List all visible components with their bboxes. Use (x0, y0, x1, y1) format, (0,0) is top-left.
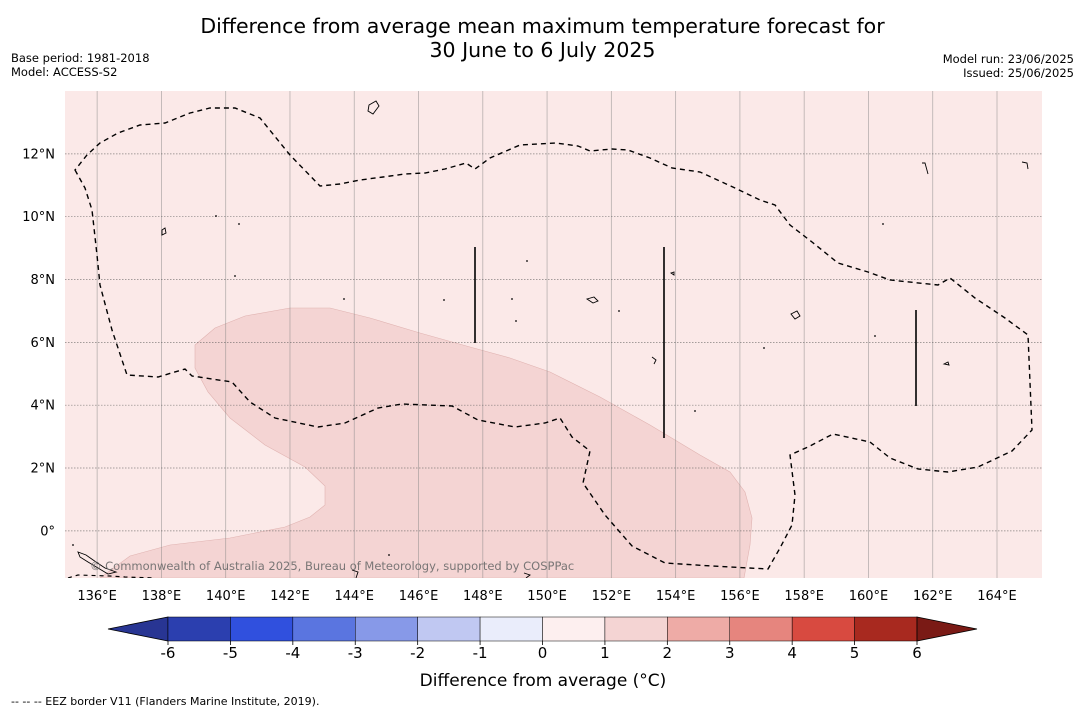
colorbar-segment (479, 616, 543, 642)
lon-tick-label: 144°E (334, 589, 374, 604)
island (669, 271, 675, 276)
colorbar-tick-label: 0 (538, 644, 548, 662)
colorbar-tick-label: -3 (348, 644, 363, 662)
lat-tick-label: 10°N (22, 210, 55, 225)
lat-tick-label: 0° (40, 524, 55, 539)
colorbar-tick-label: -6 (161, 644, 176, 662)
forecast-info: Base period: 1981-2018 Model: ACCESS-S2 (11, 51, 150, 79)
lon-tick-label: 142°E (270, 589, 310, 604)
colorbar-tick-label: 4 (787, 644, 797, 662)
colorbar-tick-label: 2 (663, 644, 673, 662)
colorbar-segment (355, 616, 418, 642)
colorbar-segment (604, 616, 668, 642)
lon-tick-label: 158°E (784, 589, 824, 604)
colorbar-extend-low (107, 616, 169, 642)
map-title: Difference from average mean maximum tem… (0, 14, 1085, 62)
colorbar-segment (542, 616, 606, 642)
copyright-text: © Commonwealth of Australia 2025, Bureau… (90, 559, 574, 573)
lon-tick-label: 146°E (399, 589, 439, 604)
island (77, 551, 118, 575)
base-period-text: Base period: 1981-2018 (11, 51, 150, 65)
colorbar-tick-label: -2 (410, 644, 425, 662)
title-line-1: Difference from average mean maximum tem… (200, 14, 885, 38)
colorbar-segment (854, 616, 918, 642)
lat-tick-label: 4°N (31, 399, 56, 414)
colorbar-tick-label: 6 (912, 644, 922, 662)
lon-tick-label: 156°E (720, 589, 760, 604)
colorbar-tick-label: -1 (473, 644, 488, 662)
colorbar-tick-label: 5 (850, 644, 860, 662)
island (351, 569, 359, 578)
lat-tick-label: 8°N (31, 273, 56, 288)
lon-tick-label: 162°E (913, 589, 953, 604)
island (367, 100, 380, 115)
colorbar-segment (791, 616, 855, 642)
colorbar-tick-label: 1 (600, 644, 610, 662)
latitude-tick-labels: 12°N 10°N 8°N 6°N 4°N 2°N 0° (22, 147, 55, 539)
lon-tick-label: 152°E (592, 589, 632, 604)
lon-tick-label: 148°E (463, 589, 503, 604)
lat-tick-label: 12°N (22, 147, 55, 162)
lat-tick-label: 2°N (31, 462, 56, 477)
lon-tick-label: 138°E (142, 589, 182, 604)
warm-anomaly-region (99, 307, 753, 578)
model-text: Model: ACCESS-S2 (11, 65, 118, 79)
issue-info: Model run: 23/06/2025 Issued: 25/06/2025 (943, 52, 1074, 80)
lon-tick-label: 164°E (977, 589, 1017, 604)
lon-tick-label: 160°E (849, 589, 889, 604)
island (942, 361, 950, 366)
island (651, 356, 657, 365)
colorbar-segment (292, 616, 356, 642)
colorbar-segment (667, 616, 730, 642)
lat-tick-label: 6°N (31, 336, 56, 351)
colorbar-segment (417, 616, 481, 642)
island (1021, 161, 1029, 170)
title-line-2: 30 June to 6 July 2025 (429, 38, 656, 62)
islets (72, 215, 884, 556)
lon-tick-label: 150°E (527, 589, 567, 604)
eez-border-south (67, 574, 156, 578)
colorbar-segment (230, 616, 294, 642)
map-grid (65, 91, 1042, 578)
island (585, 296, 599, 304)
islands (77, 100, 1029, 578)
longitude-tick-labels: 136°E 138°E 140°E 142°E 144°E 146°E 148°E 150°E… (77, 589, 1016, 604)
eez-footnote: -- -- -- EEZ border V11 (Flanders Marine… (11, 695, 320, 708)
lon-tick-label: 154°E (656, 589, 696, 604)
island (161, 227, 167, 236)
island (922, 162, 929, 175)
colorbar-tick-label: 3 (725, 644, 735, 662)
issued-text: Issued: 25/06/2025 (963, 66, 1074, 80)
colorbar-extend-high (916, 616, 978, 642)
island (523, 572, 531, 578)
colorbar-tick-label: -5 (223, 644, 238, 662)
colorbar: -6 -5 -4 -3 -2 -1 0 1 2 3 4 5 6 (107, 616, 978, 662)
colorbar-segment (167, 616, 231, 642)
lon-tick-label: 136°E (77, 589, 117, 604)
colorbar-tick-label: -4 (285, 644, 300, 662)
model-run-text: Model run: 23/06/2025 (942, 52, 1074, 66)
colorbar-label: Difference from average (°C) (420, 671, 667, 690)
forecast-map: © Commonwealth of Australia 2025, Bureau… (22, 91, 1042, 690)
island (790, 310, 801, 320)
lon-tick-label: 140°E (206, 589, 246, 604)
colorbar-segment (729, 616, 793, 642)
